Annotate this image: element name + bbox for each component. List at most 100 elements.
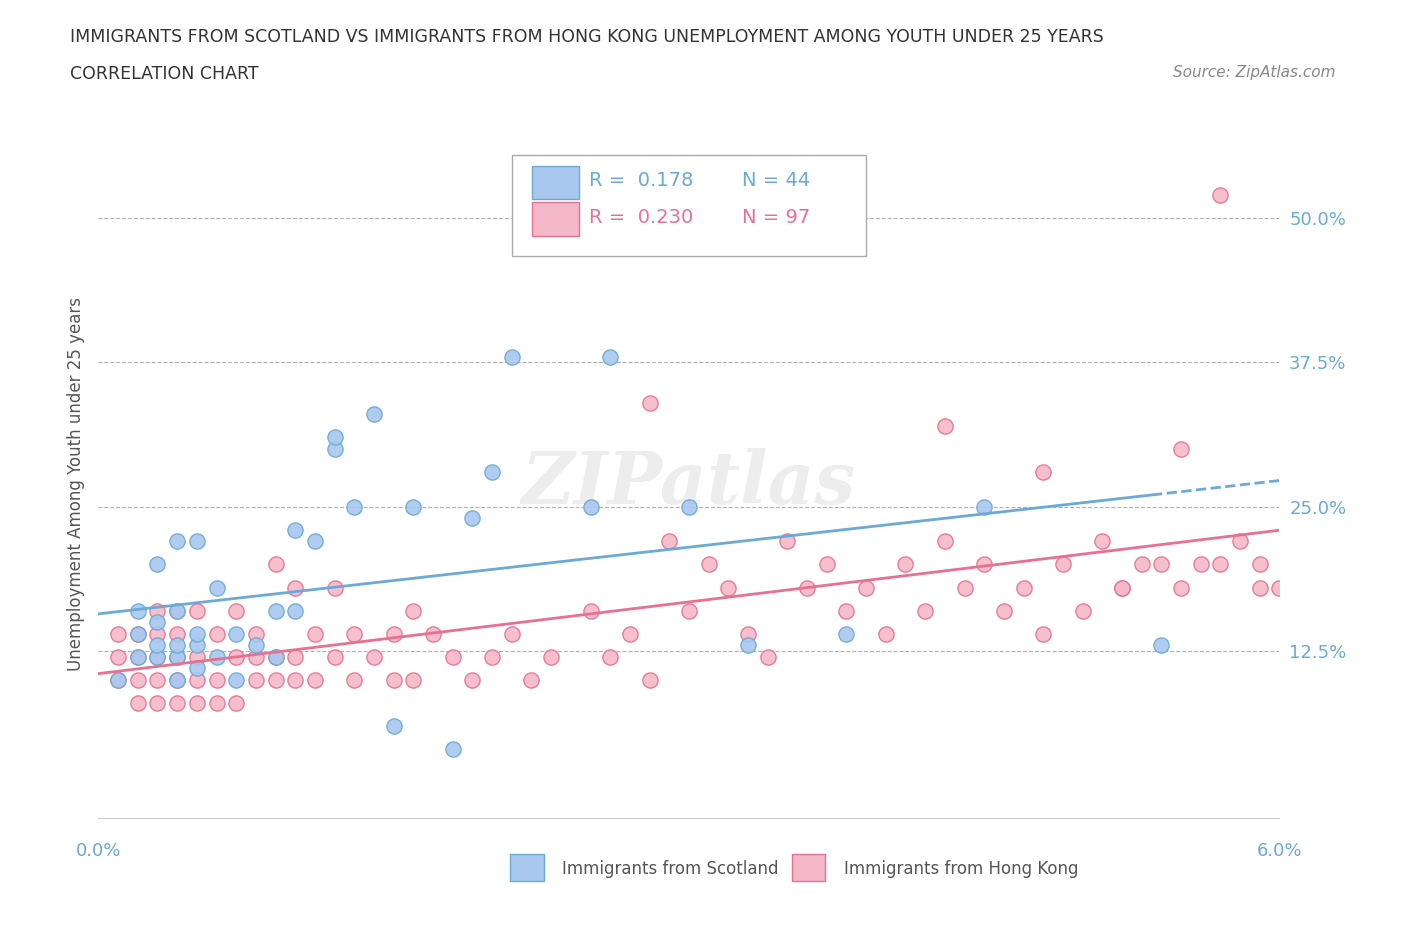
Point bbox=[245, 672, 267, 687]
Point bbox=[146, 638, 169, 653]
Point bbox=[264, 672, 287, 687]
Point bbox=[1249, 557, 1271, 572]
Point bbox=[304, 626, 326, 641]
Point bbox=[127, 696, 149, 711]
Point bbox=[835, 626, 858, 641]
FancyBboxPatch shape bbox=[531, 166, 579, 199]
Point bbox=[1071, 604, 1094, 618]
Point bbox=[1170, 442, 1192, 457]
Point bbox=[166, 672, 188, 687]
Point bbox=[1268, 580, 1291, 595]
Point bbox=[441, 742, 464, 757]
Point bbox=[284, 604, 307, 618]
Point bbox=[146, 696, 169, 711]
Point bbox=[579, 499, 602, 514]
Point bbox=[678, 604, 700, 618]
Point bbox=[363, 649, 385, 664]
Point bbox=[855, 580, 877, 595]
Point bbox=[520, 672, 543, 687]
Point bbox=[835, 604, 858, 618]
Point bbox=[186, 626, 208, 641]
Point bbox=[441, 649, 464, 664]
FancyBboxPatch shape bbox=[510, 854, 544, 881]
Point bbox=[737, 626, 759, 641]
Point bbox=[146, 672, 169, 687]
Point bbox=[756, 649, 779, 664]
Point bbox=[481, 465, 503, 480]
Point bbox=[225, 649, 247, 664]
Point bbox=[186, 534, 208, 549]
Point bbox=[1229, 534, 1251, 549]
Point bbox=[146, 604, 169, 618]
Point bbox=[323, 580, 346, 595]
Point bbox=[127, 626, 149, 641]
Point bbox=[107, 649, 129, 664]
Text: ZIPatlas: ZIPatlas bbox=[522, 448, 856, 519]
Point bbox=[284, 672, 307, 687]
Point bbox=[146, 626, 169, 641]
Point bbox=[579, 604, 602, 618]
Point bbox=[166, 649, 188, 664]
Text: N = 97: N = 97 bbox=[742, 208, 810, 227]
Point bbox=[304, 534, 326, 549]
Point bbox=[186, 638, 208, 653]
Point bbox=[205, 626, 228, 641]
Point bbox=[1052, 557, 1074, 572]
Text: IMMIGRANTS FROM SCOTLAND VS IMMIGRANTS FROM HONG KONG UNEMPLOYMENT AMONG YOUTH U: IMMIGRANTS FROM SCOTLAND VS IMMIGRANTS F… bbox=[70, 28, 1104, 46]
Point bbox=[343, 626, 366, 641]
Point bbox=[599, 649, 621, 664]
Point bbox=[205, 672, 228, 687]
Point bbox=[461, 672, 484, 687]
Point bbox=[166, 534, 188, 549]
Point bbox=[776, 534, 799, 549]
Y-axis label: Unemployment Among Youth under 25 years: Unemployment Among Youth under 25 years bbox=[66, 297, 84, 671]
Point bbox=[323, 430, 346, 445]
Point bbox=[166, 696, 188, 711]
Point bbox=[225, 672, 247, 687]
Point bbox=[540, 649, 562, 664]
Text: Immigrants from Hong Kong: Immigrants from Hong Kong bbox=[844, 860, 1078, 878]
Point bbox=[264, 649, 287, 664]
Point bbox=[422, 626, 444, 641]
Point bbox=[638, 395, 661, 410]
Point bbox=[107, 626, 129, 641]
Point bbox=[658, 534, 681, 549]
Point bbox=[166, 604, 188, 618]
Point bbox=[501, 349, 523, 364]
Point bbox=[717, 580, 740, 595]
FancyBboxPatch shape bbox=[512, 155, 866, 256]
Text: R =  0.178: R = 0.178 bbox=[589, 171, 693, 191]
Point bbox=[264, 557, 287, 572]
Point bbox=[363, 407, 385, 422]
Text: 0.0%: 0.0% bbox=[76, 842, 121, 859]
Point bbox=[697, 557, 720, 572]
Point bbox=[382, 719, 405, 734]
Point bbox=[225, 626, 247, 641]
Point bbox=[205, 580, 228, 595]
Point bbox=[1170, 580, 1192, 595]
Point bbox=[619, 626, 641, 641]
Point bbox=[304, 672, 326, 687]
Point bbox=[186, 649, 208, 664]
Point bbox=[127, 649, 149, 664]
Point bbox=[186, 672, 208, 687]
Point bbox=[382, 672, 405, 687]
Point bbox=[481, 649, 503, 664]
Point bbox=[1209, 557, 1232, 572]
Point bbox=[146, 557, 169, 572]
Point bbox=[166, 672, 188, 687]
Point bbox=[323, 442, 346, 457]
Text: Immigrants from Scotland: Immigrants from Scotland bbox=[562, 860, 779, 878]
Point bbox=[934, 534, 956, 549]
Point bbox=[953, 580, 976, 595]
Point bbox=[186, 696, 208, 711]
Point bbox=[166, 649, 188, 664]
Point bbox=[205, 696, 228, 711]
Point bbox=[225, 696, 247, 711]
Point bbox=[993, 604, 1015, 618]
Point bbox=[973, 557, 995, 572]
Point bbox=[1150, 557, 1173, 572]
Text: CORRELATION CHART: CORRELATION CHART bbox=[70, 65, 259, 83]
Point bbox=[1012, 580, 1035, 595]
Point bbox=[225, 604, 247, 618]
